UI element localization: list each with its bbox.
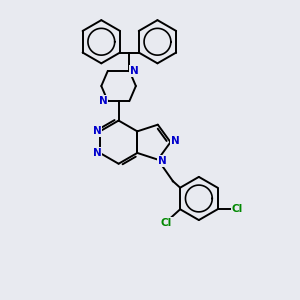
Text: Cl: Cl: [232, 204, 243, 214]
Text: N: N: [158, 156, 167, 166]
Text: N: N: [98, 96, 107, 106]
Text: Cl: Cl: [161, 218, 172, 228]
Text: N: N: [130, 66, 139, 76]
Text: N: N: [93, 126, 101, 136]
Text: N: N: [93, 148, 101, 158]
Text: N: N: [171, 136, 180, 146]
